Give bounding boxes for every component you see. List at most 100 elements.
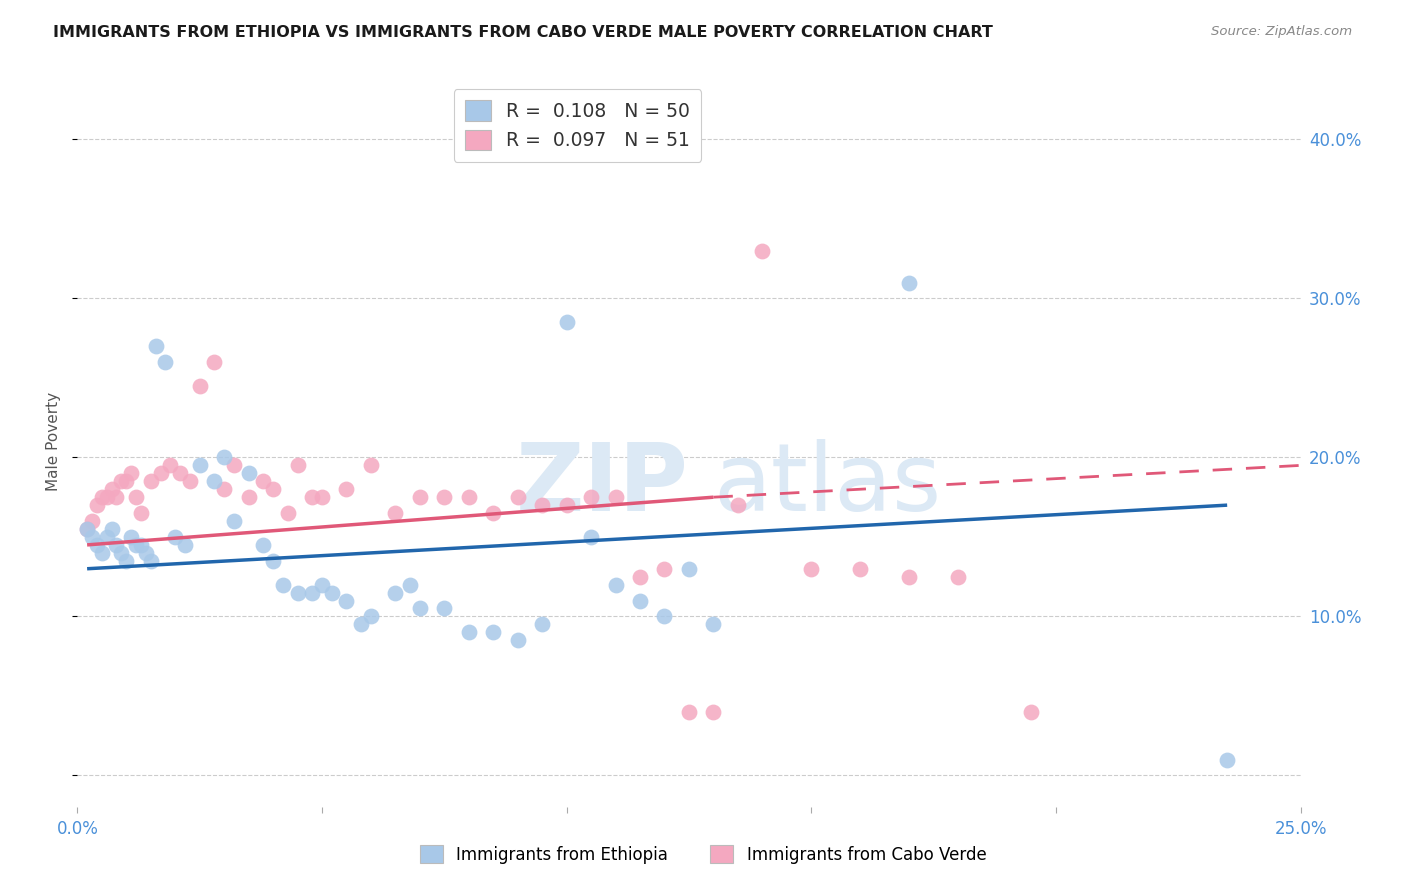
Point xyxy=(80,514,103,528)
Point xyxy=(202,355,225,369)
Point xyxy=(751,244,773,258)
Text: Source: ZipAtlas.com: Source: ZipAtlas.com xyxy=(1212,25,1353,38)
Point xyxy=(457,490,479,504)
Point xyxy=(125,538,148,552)
Point xyxy=(110,546,132,560)
Point xyxy=(86,538,108,552)
Point xyxy=(129,538,152,552)
Point xyxy=(605,577,627,591)
Point xyxy=(115,475,138,489)
Legend: Immigrants from Ethiopia, Immigrants from Cabo Verde: Immigrants from Ethiopia, Immigrants fro… xyxy=(413,838,993,871)
Point xyxy=(654,562,676,576)
Point xyxy=(678,562,700,576)
Point xyxy=(946,570,969,584)
Point xyxy=(76,522,98,536)
Point xyxy=(252,475,274,489)
Point xyxy=(579,490,602,504)
Point xyxy=(287,585,309,599)
Point xyxy=(800,562,823,576)
Point xyxy=(301,490,323,504)
Point xyxy=(678,705,700,719)
Point xyxy=(409,601,432,615)
Point xyxy=(898,276,921,290)
Point xyxy=(628,593,651,607)
Point xyxy=(188,379,211,393)
Point xyxy=(433,490,456,504)
Point xyxy=(105,490,128,504)
Point xyxy=(301,585,323,599)
Point xyxy=(135,546,157,560)
Point xyxy=(252,538,274,552)
Point xyxy=(86,498,108,512)
Point xyxy=(188,458,211,473)
Point xyxy=(433,601,456,615)
Point xyxy=(238,490,260,504)
Point xyxy=(179,475,201,489)
Point xyxy=(139,554,162,568)
Point xyxy=(335,482,357,496)
Point xyxy=(139,475,162,489)
Point xyxy=(212,482,235,496)
Point xyxy=(702,617,724,632)
Point xyxy=(555,498,578,512)
Legend: R =  0.108   N = 50, R =  0.097   N = 51: R = 0.108 N = 50, R = 0.097 N = 51 xyxy=(454,89,702,161)
Text: IMMIGRANTS FROM ETHIOPIA VS IMMIGRANTS FROM CABO VERDE MALE POVERTY CORRELATION : IMMIGRANTS FROM ETHIOPIA VS IMMIGRANTS F… xyxy=(53,25,993,40)
Point xyxy=(120,467,142,481)
Point xyxy=(129,506,152,520)
Point xyxy=(384,506,406,520)
Point xyxy=(482,506,505,520)
Point xyxy=(145,339,167,353)
Point xyxy=(169,467,191,481)
Point xyxy=(457,625,479,640)
Point xyxy=(159,458,181,473)
Point xyxy=(531,617,554,632)
Point xyxy=(727,498,749,512)
Point xyxy=(702,705,724,719)
Point xyxy=(531,498,554,512)
Point xyxy=(96,530,118,544)
Point xyxy=(110,475,132,489)
Point xyxy=(120,530,142,544)
Point xyxy=(1021,705,1043,719)
Point xyxy=(311,577,333,591)
Text: atlas: atlas xyxy=(713,440,942,532)
Point xyxy=(212,450,235,465)
Point xyxy=(80,530,103,544)
Point xyxy=(605,490,627,504)
Point xyxy=(506,633,529,648)
Y-axis label: Male Poverty: Male Poverty xyxy=(46,392,62,491)
Point xyxy=(105,538,128,552)
Point xyxy=(90,490,112,504)
Point xyxy=(898,570,921,584)
Point xyxy=(399,577,422,591)
Point xyxy=(311,490,333,504)
Point xyxy=(506,490,529,504)
Point xyxy=(100,522,122,536)
Point xyxy=(579,530,602,544)
Point xyxy=(174,538,197,552)
Point xyxy=(262,554,284,568)
Point xyxy=(222,514,245,528)
Point xyxy=(271,577,294,591)
Point xyxy=(262,482,284,496)
Point xyxy=(76,522,98,536)
Point xyxy=(321,585,343,599)
Point xyxy=(222,458,245,473)
Point xyxy=(482,625,505,640)
Point xyxy=(202,475,225,489)
Point xyxy=(849,562,872,576)
Point xyxy=(238,467,260,481)
Point xyxy=(360,458,382,473)
Point xyxy=(115,554,138,568)
Point xyxy=(90,546,112,560)
Point xyxy=(335,593,357,607)
Point xyxy=(125,490,148,504)
Point xyxy=(409,490,432,504)
Point xyxy=(384,585,406,599)
Point xyxy=(96,490,118,504)
Point xyxy=(360,609,382,624)
Point xyxy=(155,355,177,369)
Text: ZIP: ZIP xyxy=(516,440,689,532)
Point xyxy=(654,609,676,624)
Point xyxy=(1216,753,1239,767)
